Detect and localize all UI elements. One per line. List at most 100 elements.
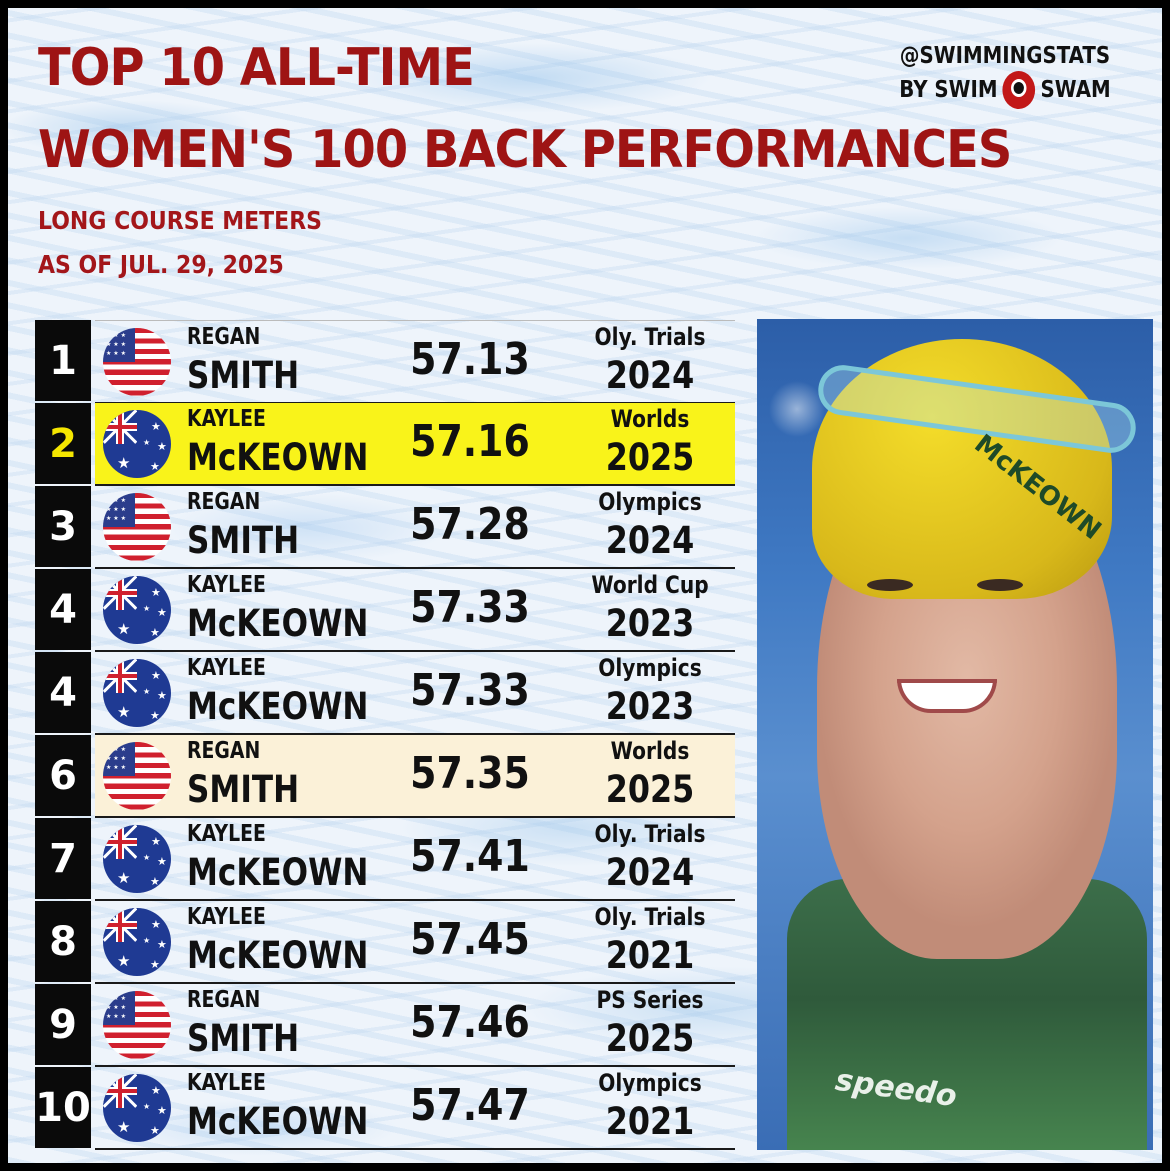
row-content: REGAN SMITH 57.46 PS Series 2025: [95, 984, 735, 1067]
au-flag-icon: ★ ★ ★ ★ ★: [103, 908, 171, 976]
table-row: 1 REGAN SMITH 57.13 Oly. Trials 2024: [35, 320, 737, 404]
rank-number: 1: [35, 320, 91, 401]
brand-right-text: SWAM: [1040, 77, 1111, 103]
swim-time: 57.16: [410, 416, 530, 467]
row-content: ★ ★ ★ ★ ★ KAYLEE McKEOWN 57.47 Olympics 2021: [95, 1067, 735, 1150]
swimmer-first-name: REGAN: [187, 738, 261, 764]
brand-left-text: BY SWIM: [899, 77, 998, 103]
row-content: ★ ★ ★ ★ ★ KAYLEE McKEOWN 57.33 World Cup 2023: [95, 569, 735, 652]
meet-year: 2021: [605, 934, 695, 977]
meet-year: 2025: [605, 436, 695, 479]
rank-number: 6: [35, 735, 91, 816]
au-flag-icon: ★ ★ ★ ★ ★: [103, 576, 171, 644]
swimmer-last-name: McKEOWN: [187, 685, 369, 728]
meet-name: Oly. Trials: [594, 903, 706, 931]
swimmer-first-name: REGAN: [187, 324, 261, 350]
brand-line: BY SWIM SWAM: [899, 70, 1111, 110]
meet-year: 2025: [605, 768, 695, 811]
swim-time: 57.28: [410, 499, 530, 550]
social-handle: @SWIMMINGSTATS: [899, 43, 1111, 69]
meet-name: PS Series: [596, 986, 704, 1014]
swimmer-first-name: KAYLEE: [187, 904, 266, 930]
swimmer-last-name: McKEOWN: [187, 436, 369, 479]
au-flag-icon: ★ ★ ★ ★ ★: [103, 825, 171, 893]
swimmer-photo: McKEOWN speedo: [757, 319, 1153, 1150]
au-flag-icon: ★ ★ ★ ★ ★: [103, 1074, 171, 1142]
rank-number: 4: [35, 652, 91, 733]
row-content: ★ ★ ★ ★ ★ KAYLEE McKEOWN 57.41 Oly. Trials 2024: [95, 818, 735, 901]
rank-number: 7: [35, 818, 91, 899]
meet-year: 2021: [605, 1100, 695, 1143]
swim-time: 57.47: [410, 1080, 530, 1131]
meet-year: 2023: [605, 602, 695, 645]
meet-year: 2025: [605, 1017, 695, 1060]
table-row: 4 ★ ★ ★ ★ ★ KAYLEE McKEOWN 57.33 Olympics 2023: [35, 652, 737, 735]
meet-year: 2024: [605, 519, 695, 562]
swimmer-last-name: SMITH: [187, 1017, 300, 1060]
swim-time: 57.33: [410, 582, 530, 633]
meet-name: Oly. Trials: [594, 323, 706, 351]
us-flag-icon: [103, 328, 171, 396]
meet-name: World Cup: [591, 571, 709, 599]
swimmer-last-name: McKEOWN: [187, 602, 369, 645]
swimmer-last-name: McKEOWN: [187, 851, 369, 894]
course-label: LONG COURSE METERS: [38, 206, 322, 235]
row-content: REGAN SMITH 57.13 Oly. Trials 2024: [95, 320, 735, 404]
table-row: 4 ★ ★ ★ ★ ★ KAYLEE McKEOWN 57.33 World Cup 2023: [35, 569, 737, 652]
table-row: 9 REGAN SMITH 57.46 PS Series 2025: [35, 984, 737, 1067]
table-row: 6 REGAN SMITH 57.35 Worlds 2025: [35, 735, 737, 818]
swim-time: 57.13: [410, 334, 530, 385]
row-content: ★ ★ ★ ★ ★ KAYLEE McKEOWN 57.33 Olympics 2023: [95, 652, 735, 735]
swimmer-last-name: McKEOWN: [187, 934, 369, 977]
swim-time: 57.45: [410, 914, 530, 965]
meet-year: 2024: [605, 354, 695, 397]
meet-name: Olympics: [598, 654, 702, 682]
rank-number: 4: [35, 569, 91, 650]
swim-time: 57.41: [410, 831, 530, 882]
rank-number: 2: [35, 403, 91, 484]
swim-cap: [812, 339, 1112, 599]
meet-name: Oly. Trials: [594, 820, 706, 848]
table-row: 3 REGAN SMITH 57.28 Olympics 2024: [35, 486, 737, 569]
swimmer-first-name: KAYLEE: [187, 406, 266, 432]
meet-year: 2024: [605, 851, 695, 894]
table-row: 2 ★ ★ ★ ★ ★ KAYLEE McKEOWN 57.16 Worlds 2025: [35, 403, 737, 486]
table-row: 10 ★ ★ ★ ★ ★ KAYLEE McKEOWN 57.47 Olympics 2021: [35, 1067, 737, 1150]
rank-number: 8: [35, 901, 91, 982]
swimmer-first-name: KAYLEE: [187, 821, 266, 847]
us-flag-icon: [103, 742, 171, 810]
table-row: 8 ★ ★ ★ ★ ★ KAYLEE McKEOWN 57.45 Oly. Trials 2021: [35, 901, 737, 984]
swimmer-last-name: SMITH: [187, 519, 300, 562]
swimmer-first-name: REGAN: [187, 987, 261, 1013]
meet-year: 2023: [605, 685, 695, 728]
meet-name: Worlds: [610, 405, 690, 433]
swimmer-first-name: REGAN: [187, 489, 261, 515]
swimmer-first-name: KAYLEE: [187, 655, 266, 681]
swimswam-logo-icon: [1002, 71, 1036, 109]
swim-time: 57.35: [410, 748, 530, 799]
au-flag-icon: ★ ★ ★ ★ ★: [103, 659, 171, 727]
swimmer-last-name: McKEOWN: [187, 1100, 369, 1143]
swimmer-last-name: SMITH: [187, 354, 300, 397]
au-flag-icon: ★ ★ ★ ★ ★: [103, 410, 171, 478]
row-content: REGAN SMITH 57.28 Olympics 2024: [95, 486, 735, 569]
left-eye: [867, 579, 913, 591]
title-line-1: TOP 10 ALL-TIME: [38, 38, 475, 98]
title-line-2: WOMEN'S 100 BACK PERFORMANCES: [38, 120, 1012, 180]
brand-block: @SWIMMINGSTATS BY SWIM SWAM: [882, 42, 1128, 110]
rank-number: 10: [35, 1067, 91, 1148]
as-of-date: AS OF JUL. 29, 2025: [38, 250, 284, 279]
swimmer-last-name: SMITH: [187, 768, 300, 811]
meet-name: Worlds: [610, 737, 690, 765]
swim-time: 57.46: [410, 997, 530, 1048]
row-content: ★ ★ ★ ★ ★ KAYLEE McKEOWN 57.45 Oly. Trials 2021: [95, 901, 735, 984]
row-content: REGAN SMITH 57.35 Worlds 2025: [95, 735, 735, 818]
rank-number: 9: [35, 984, 91, 1065]
swim-time: 57.33: [410, 665, 530, 716]
right-eye: [977, 579, 1023, 591]
table-row: 7 ★ ★ ★ ★ ★ KAYLEE McKEOWN 57.41 Oly. Trials 2024: [35, 818, 737, 901]
swimmer-first-name: KAYLEE: [187, 572, 266, 598]
row-content: ★ ★ ★ ★ ★ KAYLEE McKEOWN 57.16 Worlds 2025: [95, 403, 735, 486]
us-flag-icon: [103, 493, 171, 561]
